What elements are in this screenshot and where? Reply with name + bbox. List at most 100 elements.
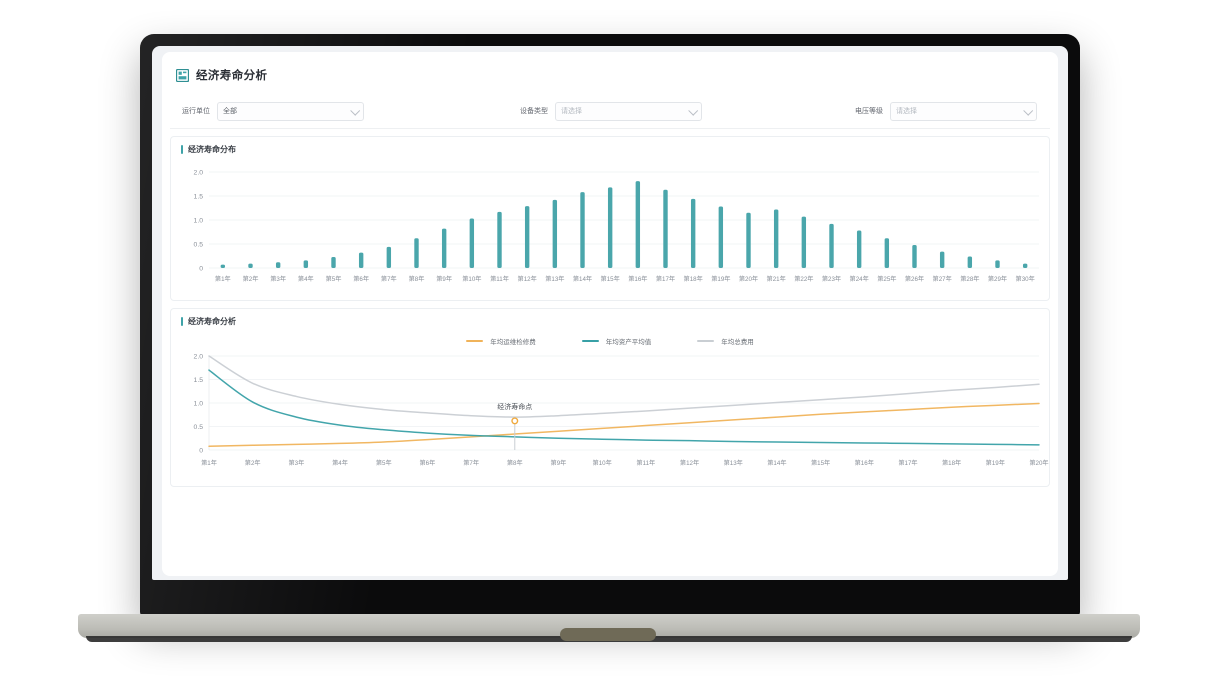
x-axis-tick-label: 第12年 bbox=[518, 275, 537, 283]
x-axis-tick-label: 第28年 bbox=[960, 275, 979, 283]
bar[interactable] bbox=[967, 256, 973, 268]
y-axis-tick-label: 2.0 bbox=[194, 169, 204, 176]
y-axis-tick-label: 1.5 bbox=[194, 193, 204, 200]
x-axis-tick-label: 第16年 bbox=[855, 459, 874, 467]
bar[interactable] bbox=[386, 246, 392, 268]
application-window: 经济寿命分析 运行单位 全部 设备类型 请选择 bbox=[162, 52, 1058, 576]
bar[interactable] bbox=[469, 218, 475, 268]
filter-value-operating-unit: 全部 bbox=[223, 108, 237, 115]
bar[interactable] bbox=[497, 211, 502, 268]
x-axis-tick-label: 第12年 bbox=[680, 459, 699, 467]
bar[interactable] bbox=[1022, 263, 1028, 268]
bar[interactable] bbox=[580, 192, 585, 268]
bar[interactable] bbox=[718, 206, 724, 268]
filter-bar: 运行单位 全部 设备类型 请选择 电压等级 请选择 bbox=[170, 94, 1050, 129]
y-axis-tick-label: 0.5 bbox=[194, 241, 204, 248]
line-series[interactable] bbox=[208, 369, 1040, 446]
bar[interactable] bbox=[552, 199, 558, 268]
x-axis-tick-label: 第17年 bbox=[656, 275, 675, 283]
x-axis-tick-label: 第5年 bbox=[376, 459, 392, 467]
legend-item[interactable]: 年均运维检修费 bbox=[466, 336, 536, 346]
x-axis-tick-label: 第10年 bbox=[593, 459, 612, 467]
x-axis-tick-label: 第7年 bbox=[463, 459, 479, 467]
x-axis-tick-label: 第21年 bbox=[767, 275, 786, 283]
bar[interactable] bbox=[358, 252, 364, 268]
x-axis-tick-label: 第17年 bbox=[898, 459, 917, 467]
x-axis-tick-label: 第30年 bbox=[1016, 275, 1035, 283]
y-axis-tick-label: 0 bbox=[199, 265, 203, 272]
line-series[interactable] bbox=[208, 355, 1040, 418]
filter-select-voltage-level[interactable]: 请选择 bbox=[890, 101, 1037, 121]
x-axis-tick-label: 第8年 bbox=[409, 275, 425, 283]
bar[interactable] bbox=[524, 206, 530, 268]
y-axis-tick-label: 1.0 bbox=[194, 217, 204, 224]
bar[interactable] bbox=[801, 216, 807, 268]
bar[interactable] bbox=[275, 262, 281, 268]
filter-device-type: 设备类型 请选择 bbox=[520, 101, 702, 121]
x-axis-tick-label: 第6年 bbox=[420, 459, 436, 467]
bar[interactable] bbox=[663, 189, 668, 268]
bar[interactable] bbox=[884, 238, 890, 268]
bar[interactable] bbox=[829, 223, 834, 268]
x-axis-tick-label: 第1年 bbox=[201, 459, 217, 467]
title-accent-bar bbox=[181, 145, 183, 154]
filter-voltage-level: 电压等级 请选择 bbox=[855, 101, 1037, 121]
x-axis-tick-label: 第24年 bbox=[850, 275, 869, 283]
legend-item[interactable]: 年均资产平均值 bbox=[581, 336, 652, 346]
x-axis-tick-label: 第2年 bbox=[243, 275, 259, 283]
legend-swatch-icon bbox=[581, 340, 599, 342]
bar[interactable] bbox=[331, 256, 336, 268]
bar[interactable] bbox=[939, 251, 945, 268]
bar[interactable] bbox=[414, 238, 419, 268]
laptop-trackpad-notch bbox=[560, 628, 656, 641]
legend-label: 年均资产平均值 bbox=[605, 339, 652, 346]
y-axis-tick-label: 1.5 bbox=[194, 377, 204, 384]
bar[interactable] bbox=[995, 260, 1000, 268]
y-axis-tick-label: 0 bbox=[199, 447, 203, 454]
panel-title-distribution: 经济寿命分布 bbox=[171, 137, 1049, 160]
bar[interactable] bbox=[746, 212, 751, 268]
bar[interactable] bbox=[248, 263, 253, 268]
x-axis-tick-label: 第9年 bbox=[436, 275, 452, 283]
x-axis-tick-label: 第15年 bbox=[811, 459, 830, 467]
bar[interactable] bbox=[773, 209, 779, 268]
bar-chart-container: 0 0.5 1.0 1.5 2.0 第1年 第2年 第3年 第4年 第5年 第6年 第7年 第8年 第9年… bbox=[171, 160, 1049, 300]
line-series[interactable] bbox=[208, 402, 1040, 447]
x-axis-tick-label: 第4年 bbox=[332, 459, 348, 467]
legend-item[interactable]: 年均总费用 bbox=[697, 336, 754, 346]
bar[interactable] bbox=[635, 181, 641, 268]
legend-label: 年均运维检修费 bbox=[490, 339, 536, 346]
bar[interactable] bbox=[856, 230, 862, 268]
panel-economic-life-distribution: 经济寿命分布 0 0.5 1.0 1.5 2.0 第1年 第2年 第3年 第4年 第5年 第6年 第7… bbox=[170, 136, 1050, 301]
app-logo-icon bbox=[176, 68, 189, 82]
chart-legend: 年均运维检修费 年均资产平均值 年均总费用 bbox=[171, 332, 1049, 346]
filter-label-operating-unit: 运行单位 bbox=[182, 108, 210, 115]
bar[interactable] bbox=[303, 260, 309, 268]
x-axis-tick-label: 第20年 bbox=[739, 275, 758, 283]
filter-select-operating-unit[interactable]: 全部 bbox=[217, 101, 364, 121]
x-axis-tick-label: 第7年 bbox=[381, 275, 397, 283]
x-axis-tick-label: 第3年 bbox=[270, 275, 286, 283]
x-axis-tick-label: 第14年 bbox=[767, 459, 786, 467]
page-title: 经济寿命分析 bbox=[196, 70, 268, 82]
x-axis-tick-label: 第16年 bbox=[628, 275, 647, 283]
screen: 经济寿命分析 运行单位 全部 设备类型 请选择 bbox=[152, 46, 1068, 580]
x-axis-tick-label: 第3年 bbox=[288, 459, 304, 467]
filter-select-device-type[interactable]: 请选择 bbox=[555, 101, 702, 121]
bar[interactable] bbox=[912, 244, 917, 268]
x-axis-tick-label: 第10年 bbox=[462, 275, 481, 283]
x-axis-tick-label: 第14年 bbox=[573, 275, 592, 283]
legend-label: 年均总费用 bbox=[721, 339, 754, 346]
x-axis-tick-label: 第25年 bbox=[877, 275, 896, 283]
app-header: 经济寿命分析 bbox=[162, 52, 1058, 90]
economic-life-analysis-chart: 0 0.5 1.0 1.5 2.0 第1年 第2年 第3年 第4年 第5年 第6年 第7年 第8年 第9年… bbox=[194, 353, 1049, 467]
x-axis-tick-label: 第26年 bbox=[905, 275, 924, 283]
bar[interactable] bbox=[220, 264, 226, 268]
bar[interactable] bbox=[690, 198, 696, 268]
x-axis-tick-label: 第6年 bbox=[353, 275, 369, 283]
x-axis-tick-label: 第11年 bbox=[636, 459, 655, 467]
bar[interactable] bbox=[441, 228, 447, 268]
annotation-marker[interactable] bbox=[511, 417, 519, 425]
bar[interactable] bbox=[607, 187, 613, 268]
